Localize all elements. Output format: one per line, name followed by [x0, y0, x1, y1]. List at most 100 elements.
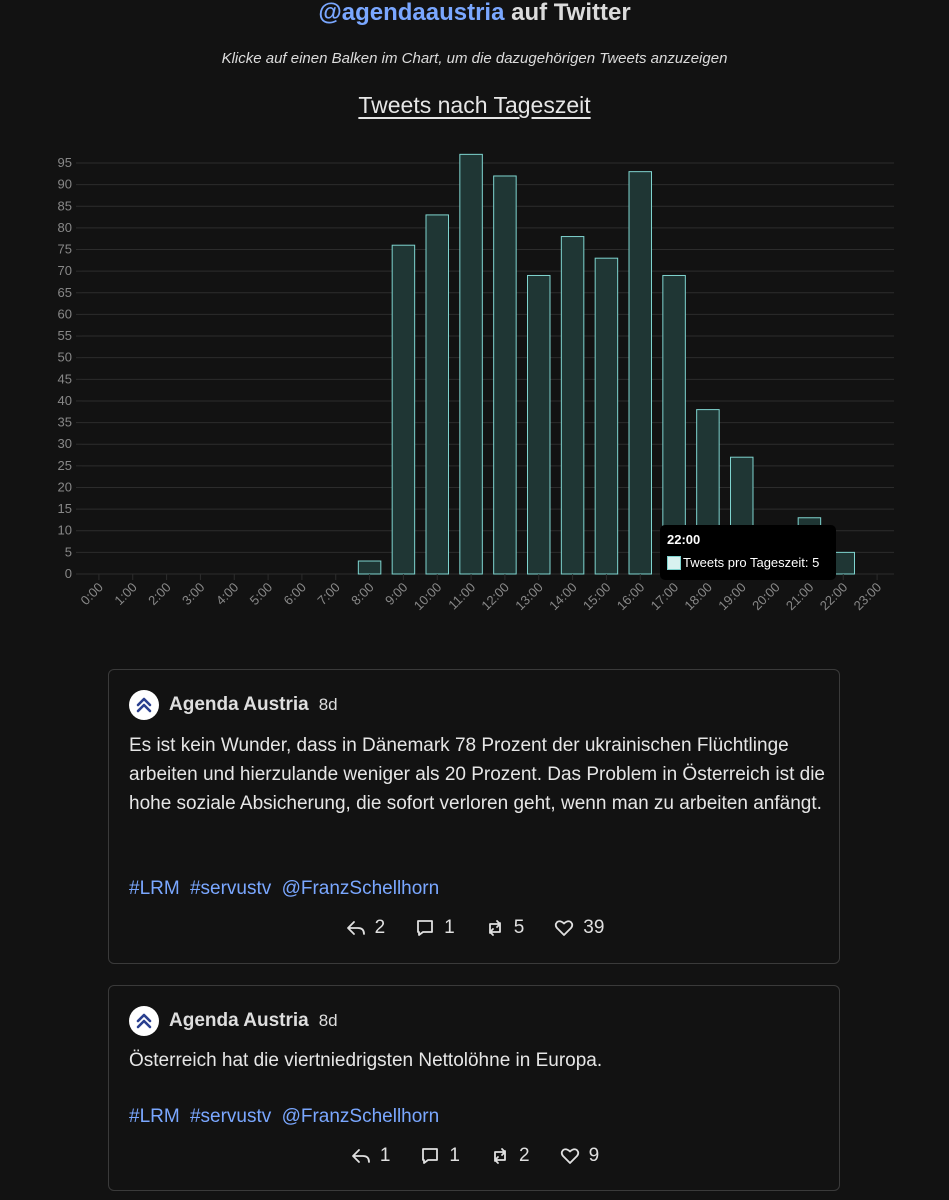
mention-link[interactable]: @FranzSchellhorn	[281, 878, 440, 899]
y-tick-label: 0	[65, 566, 72, 581]
bar-13-00[interactable]	[527, 274, 551, 575]
like-button[interactable]: 39	[554, 917, 604, 939]
tweet-author[interactable]: Agenda Austria	[169, 1010, 309, 1031]
tweets-by-hour-chart[interactable]: 0 5 10 15 20 25 30 35 40 45 50 55 60 65 70 75 80 85 90 95 0…	[0, 140, 949, 640]
heart-icon	[555, 920, 574, 936]
x-tick-label: 6:00	[281, 580, 310, 609]
tweet-age: 8d	[318, 695, 338, 714]
tweet-age: 8d	[318, 1011, 338, 1030]
chart-title: Tweets nach Tageszeit	[358, 92, 591, 118]
x-tick-label: 4:00	[213, 580, 242, 609]
comment-button[interactable]: 1	[415, 917, 455, 939]
tooltip-title: 22:00	[667, 532, 701, 547]
x-tick-label: 0:00	[78, 580, 107, 609]
x-tick-label: 10:00	[411, 580, 445, 614]
x-tick-label: 13:00	[512, 580, 546, 614]
y-tick-label: 95	[58, 155, 72, 170]
tweet-author[interactable]: Agenda Austria	[169, 694, 309, 715]
reply-button[interactable]: 2	[346, 917, 385, 939]
y-tick-label: 70	[58, 263, 72, 278]
y-tick-label: 90	[58, 177, 72, 192]
page-title: @agendaaustria auf Twitter	[0, 0, 949, 28]
bar-8-00[interactable]	[357, 560, 382, 575]
chart-tooltip: 22:00 Tweets pro Tageszeit: 5	[660, 525, 836, 580]
y-tick-label: 50	[58, 350, 72, 365]
y-tick-label: 60	[58, 306, 72, 321]
like-button[interactable]: 9	[560, 1145, 600, 1167]
y-tick-label: 75	[58, 242, 72, 257]
y-tick-label: 5	[65, 544, 72, 559]
x-tick-label: 15:00	[580, 580, 614, 614]
y-tick-label: 55	[58, 328, 72, 343]
comment-icon	[417, 920, 434, 936]
bar-12-00[interactable]	[493, 175, 517, 575]
x-tick-label: 2:00	[145, 580, 174, 609]
chevron-up-logo-icon	[136, 1013, 152, 1029]
x-tick-label: 5:00	[247, 580, 276, 609]
bar-15-00[interactable]	[594, 257, 619, 575]
x-tick-label: 1:00	[111, 580, 140, 609]
y-tick-label: 20	[58, 479, 72, 494]
x-tick-label: 22:00	[817, 580, 851, 614]
y-tick-label: 30	[58, 436, 72, 451]
x-tick-label: 11:00	[445, 580, 478, 613]
hashtag-link[interactable]: #servustv	[189, 878, 272, 899]
bar-11-00[interactable]	[459, 153, 483, 575]
hashtag-link[interactable]: #LRM	[129, 878, 180, 899]
retweet-count: 2	[519, 1145, 530, 1166]
reply-icon	[351, 1149, 370, 1163]
tweet-text: Es ist kein Wunder, dass in Dänemark 78 …	[129, 735, 825, 814]
bar-10-00[interactable]	[425, 214, 449, 575]
x-tick-label: 19:00	[715, 580, 749, 614]
comment-count: 1	[444, 917, 455, 938]
retweet-count: 5	[513, 917, 525, 938]
comment-count: 1	[449, 1145, 460, 1166]
bar-16-00[interactable]	[628, 171, 652, 575]
comment-icon	[422, 1148, 439, 1164]
y-tick-label: 40	[58, 393, 72, 408]
x-tick-label: 17:00	[648, 580, 682, 614]
like-count: 9	[588, 1145, 600, 1166]
tweet-card[interactable]: Agenda Austria 8d Es ist kein Wunder, da…	[108, 669, 840, 964]
x-tick-label: 3:00	[179, 580, 208, 609]
reply-icon	[346, 921, 365, 935]
twitter-handle-link[interactable]: @agendaaustria	[318, 0, 505, 26]
chart-hint: Klicke auf einen Balken im Chart, um die…	[221, 50, 728, 67]
bar-9-00[interactable]	[391, 244, 416, 575]
y-tick-label: 85	[58, 198, 72, 213]
bar-14-00[interactable]	[560, 236, 585, 575]
x-tick-label: 16:00	[614, 580, 648, 614]
hashtag-link[interactable]: #LRM	[129, 1106, 180, 1127]
heart-icon	[560, 1148, 579, 1164]
agenda-austria-avatar[interactable]	[129, 690, 159, 720]
y-tick-label: 65	[58, 285, 72, 300]
x-tick-label: 23:00	[851, 580, 885, 614]
retweet-icon	[488, 920, 501, 936]
tooltip-label: Tweets pro Tageszeit: 5	[683, 555, 820, 570]
like-count: 39	[583, 917, 605, 938]
y-tick-label: 35	[58, 415, 72, 430]
x-tick-label: 20:00	[749, 580, 783, 614]
tweet-text: Österreich hat die viertniedrigsten Nett…	[129, 1050, 603, 1071]
y-tick-label: 45	[58, 371, 72, 386]
agenda-austria-avatar[interactable]	[129, 1006, 159, 1036]
x-tick-label: 21:00	[783, 580, 817, 614]
y-tick-label: 80	[58, 220, 72, 235]
retweet-icon	[494, 1148, 506, 1164]
x-tick-label: 9:00	[382, 580, 411, 609]
tweet-card[interactable]: Agenda Austria 8d Österreich hat die vie…	[108, 985, 840, 1191]
reply-button[interactable]: 1	[351, 1145, 390, 1167]
x-tick-label: 12:00	[478, 580, 512, 614]
retweet-button[interactable]: 5	[485, 917, 525, 939]
y-tick-label: 25	[58, 458, 72, 473]
hashtag-link[interactable]: #servustv	[189, 1106, 272, 1127]
comment-button[interactable]: 1	[420, 1145, 460, 1167]
retweet-button[interactable]: 2	[490, 1145, 530, 1167]
x-tick-label: 18:00	[681, 580, 715, 614]
tooltip-legend-swatch	[667, 555, 681, 570]
mention-link[interactable]: @FranzSchellhorn	[281, 1106, 440, 1127]
y-tick-label: 10	[58, 523, 72, 538]
page-title-suffix: auf Twitter	[504, 0, 631, 26]
x-tick-label: 14:00	[546, 580, 580, 614]
y-tick-label: 15	[58, 501, 72, 516]
